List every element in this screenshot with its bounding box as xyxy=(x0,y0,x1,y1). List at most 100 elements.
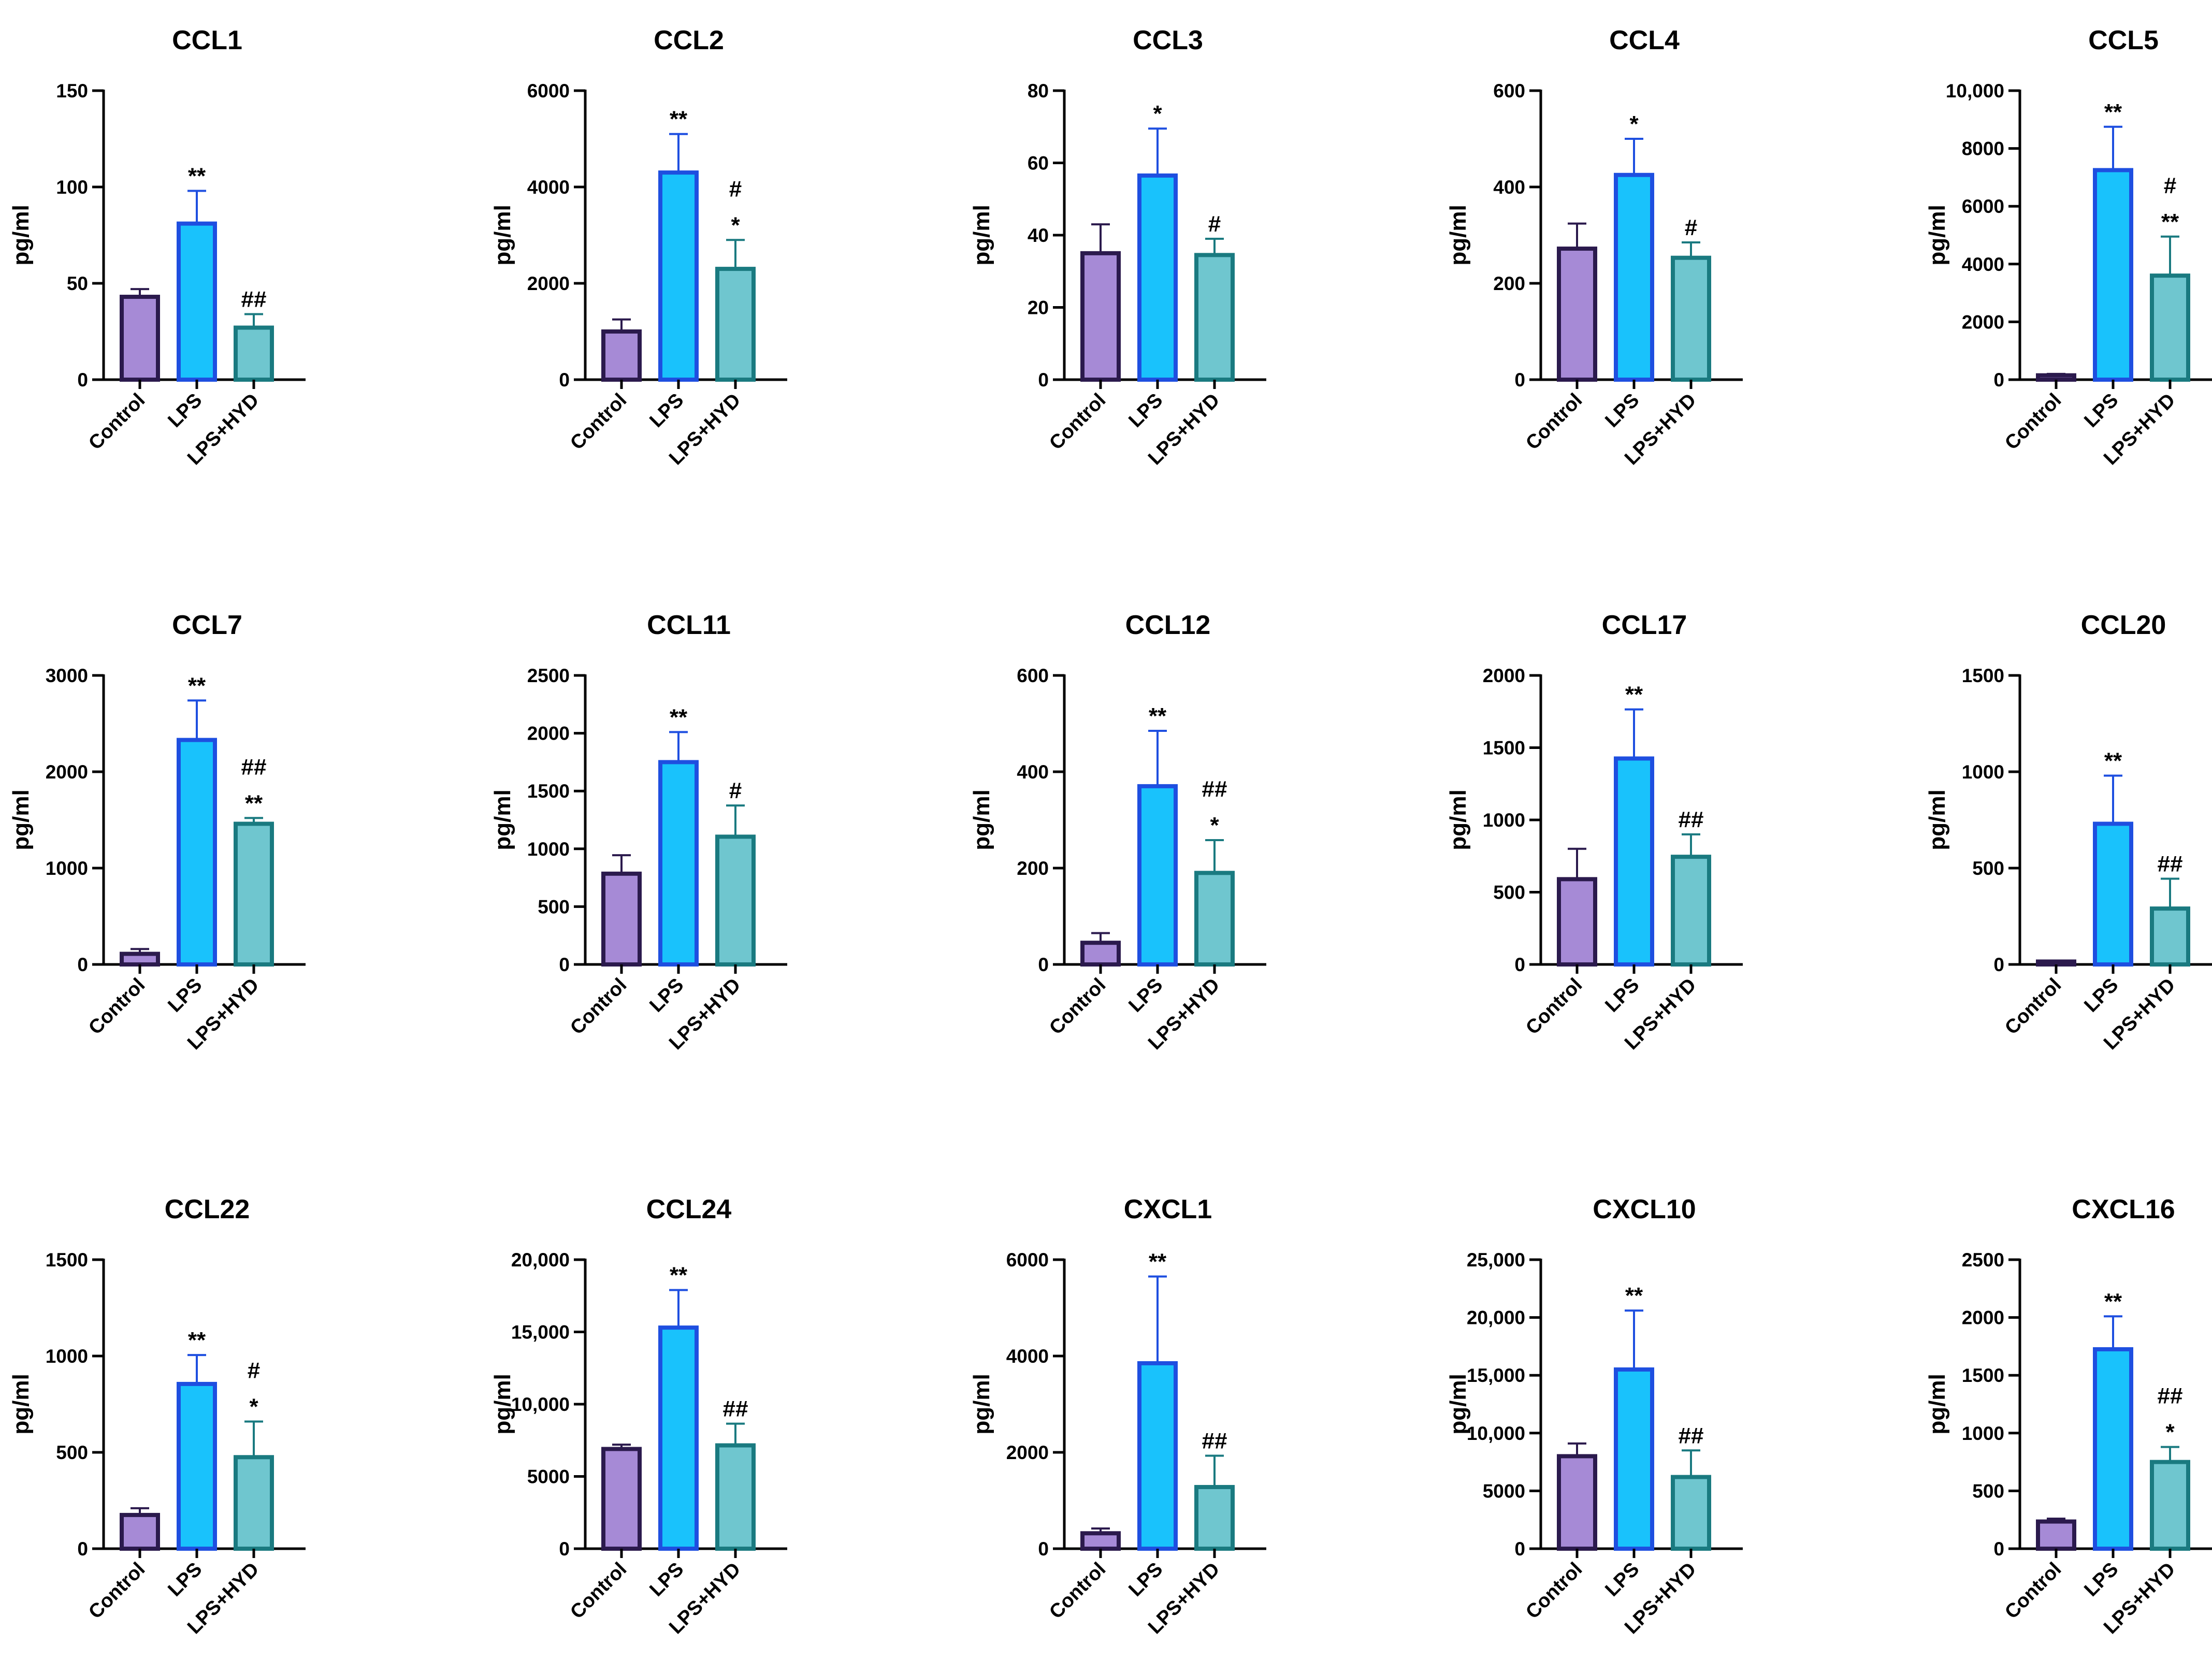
y-tick-label: 150 xyxy=(56,80,88,102)
y-axis-label: pg/ml xyxy=(1445,205,1471,265)
bar-control xyxy=(1080,251,1121,382)
chart-title: CCL4 xyxy=(1609,25,1680,55)
significance-mark: # xyxy=(248,1358,260,1383)
bar-lps xyxy=(1614,1367,1654,1551)
bar-lps-hyd xyxy=(2150,1460,2190,1551)
y-axis-label: pg/ml xyxy=(8,205,34,265)
significance-mark: ## xyxy=(2158,1383,2183,1409)
y-tick-label: 1000 xyxy=(1962,1423,2004,1444)
category-label: LPS xyxy=(2080,1559,2122,1601)
y-tick-label: 0 xyxy=(559,369,570,391)
y-tick-label: 20,000 xyxy=(511,1249,570,1271)
y-tick-label: 0 xyxy=(1993,1538,2004,1560)
y-tick-label: 600 xyxy=(1493,80,1525,102)
y-axis-label: pg/ml xyxy=(8,1374,34,1434)
y-tick-label: 2500 xyxy=(1962,1249,2004,1271)
y-tick-label: 500 xyxy=(1493,882,1525,903)
significance-mark: ** xyxy=(670,704,688,730)
category-label: Control xyxy=(1045,1559,1110,1623)
bar-control xyxy=(601,871,642,967)
significance-mark: # xyxy=(729,176,742,201)
bar-control xyxy=(2036,373,2076,382)
y-tick-label: 4000 xyxy=(527,177,570,198)
bar-lps-hyd xyxy=(234,325,274,382)
significance-mark: * xyxy=(1153,101,1162,126)
significance-mark: ## xyxy=(241,754,267,780)
bar-lps-hyd xyxy=(1194,1484,1235,1551)
y-tick-label: 1000 xyxy=(46,858,88,879)
chart-title: CCL20 xyxy=(2081,610,2166,640)
y-tick-label: 5000 xyxy=(1483,1480,1525,1502)
bar-lps-hyd xyxy=(234,821,274,967)
category-label: LPS xyxy=(164,974,206,1017)
chart-title: CXCL10 xyxy=(1593,1194,1696,1224)
bar-control xyxy=(2036,1519,2076,1551)
chart-panel-ccl11: CCL11 pg/ml 0 500 1000 1500 2000 2500 Control LPS… xyxy=(490,610,787,1054)
category-label: Control xyxy=(566,974,631,1039)
y-tick-label: 2000 xyxy=(46,761,88,783)
y-axis-label: pg/ml xyxy=(1445,1374,1471,1434)
significance-mark: * xyxy=(249,1394,258,1419)
y-axis-label: pg/ml xyxy=(969,789,994,850)
y-tick-label: 100 xyxy=(56,177,88,198)
chart-panel-ccl5: CCL5 pg/ml 0 2000 4000 6000 8000 10,000 Control L… xyxy=(1925,25,2212,469)
category-label: Control xyxy=(84,974,149,1039)
category-label: Control xyxy=(566,1559,631,1623)
bar-lps xyxy=(1137,1361,1178,1551)
chart-panel-ccl24: CCL24 pg/ml 0 5000 10,000 15,000 20,000 Control… xyxy=(490,1194,787,1638)
category-label: LPS xyxy=(645,390,688,432)
y-tick-label: 25,000 xyxy=(1467,1249,1525,1271)
significance-mark: ## xyxy=(241,287,267,312)
category-label: LPS xyxy=(1124,1559,1167,1601)
y-tick-label: 8000 xyxy=(1962,138,2004,160)
y-tick-label: 0 xyxy=(77,369,88,391)
significance-mark: ** xyxy=(1149,703,1167,729)
y-tick-label: 1500 xyxy=(1962,1365,2004,1386)
significance-mark: ## xyxy=(1679,1423,1704,1448)
y-axis-label: pg/ml xyxy=(490,1374,515,1434)
category-label: Control xyxy=(566,390,631,454)
significance-mark: ## xyxy=(1202,776,1227,802)
chart-panel-cxcl16: CXCL16 pg/ml 0 500 1000 1500 2000 2500 Control LP… xyxy=(1925,1194,2212,1638)
y-tick-label: 2000 xyxy=(1483,665,1525,686)
y-tick-label: 0 xyxy=(1038,369,1049,391)
chart-title: CCL2 xyxy=(654,25,724,55)
chart-title: CCL3 xyxy=(1133,25,1203,55)
bar-lps xyxy=(658,760,699,967)
bar-control xyxy=(120,1512,160,1551)
chart-title: CXCL16 xyxy=(2072,1194,2175,1224)
y-tick-label: 1500 xyxy=(527,781,570,802)
y-tick-label: 0 xyxy=(1038,954,1049,975)
y-axis-label: pg/ml xyxy=(1925,789,1950,850)
bar-lps xyxy=(658,170,699,382)
bar-lps-hyd xyxy=(715,834,756,967)
significance-mark: ** xyxy=(245,790,263,816)
y-tick-label: 1000 xyxy=(1483,810,1525,831)
y-tick-label: 10,000 xyxy=(1467,1423,1525,1444)
y-tick-label: 1500 xyxy=(1962,665,2004,686)
category-label: LPS xyxy=(164,1559,206,1601)
significance-mark: ** xyxy=(670,1263,688,1288)
y-tick-label: 400 xyxy=(1493,177,1525,198)
category-label: LPS xyxy=(645,974,688,1017)
y-tick-label: 0 xyxy=(77,1538,88,1560)
significance-mark: ## xyxy=(723,1396,748,1422)
significance-mark: # xyxy=(1208,211,1221,237)
chart-title: CCL12 xyxy=(1125,610,1211,640)
category-label: LPS xyxy=(1124,974,1167,1017)
y-tick-label: 0 xyxy=(1038,1538,1049,1560)
significance-mark: # xyxy=(1685,215,1697,240)
category-label: Control xyxy=(84,390,149,454)
category-label: LPS xyxy=(1124,390,1167,432)
category-label: Control xyxy=(1045,974,1110,1039)
y-tick-label: 600 xyxy=(1017,665,1049,686)
y-tick-label: 1500 xyxy=(1483,738,1525,759)
chart-title: CCL22 xyxy=(165,1194,250,1224)
chart-title: CCL24 xyxy=(646,1194,732,1224)
